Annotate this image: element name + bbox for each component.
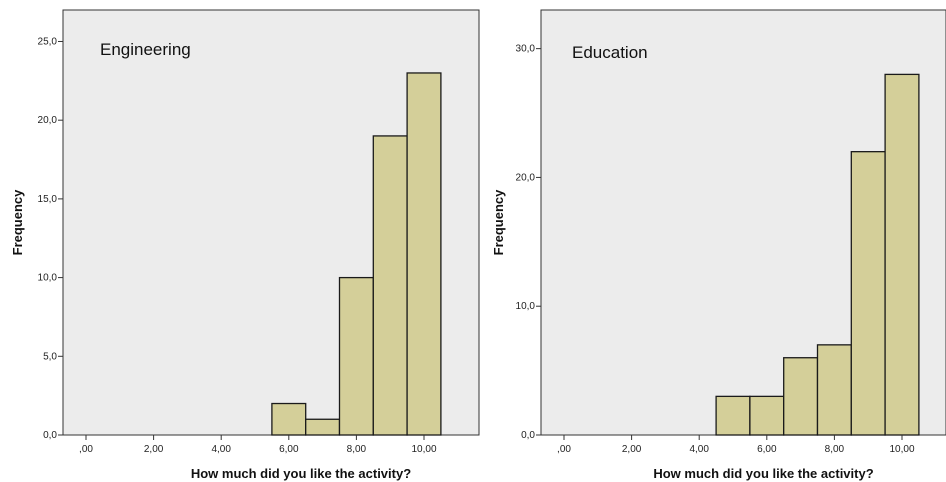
histogram-bar [850, 151, 886, 436]
x-tick-label: 6,00 [279, 444, 299, 455]
histogram-bar [338, 276, 374, 436]
y-tick-label: 25,0 [38, 36, 58, 47]
x-axis-label: How much did you like the activity? [191, 466, 411, 481]
histogram-bar [749, 395, 785, 436]
y-tick-label: 10,0 [516, 301, 536, 312]
y-axis-label: Frequency [10, 189, 25, 256]
histogram-bar [271, 402, 307, 436]
education-histogram: Education 0,0 10,0 20,0 30,0 ,00 2,00 4,00 6,00 8… [491, 9, 946, 481]
engineering-histogram: Engineering 0,0 5,0 10,0 15,0 20,0 25,0 ,00 2,00… [10, 9, 480, 481]
y-tick-label: 20,0 [38, 115, 58, 126]
histogram-bar [783, 357, 819, 436]
histogram-bar [884, 73, 920, 436]
x-axis-label: How much did you like the activity? [653, 466, 873, 481]
y-tick-label: 5,0 [43, 351, 57, 362]
x-tick-label: 6,00 [757, 444, 777, 455]
x-tick-label: ,00 [79, 444, 93, 455]
histogram-bar [715, 395, 751, 436]
x-tick-label: 10,00 [889, 444, 914, 455]
histogram-bar [372, 135, 408, 436]
y-tick-label: 10,0 [38, 273, 58, 284]
y-tick-label: 0,0 [43, 430, 57, 441]
y-axis-label: Frequency [491, 189, 506, 256]
chart-title: Engineering [100, 40, 191, 59]
x-tick-label: 2,00 [622, 444, 642, 455]
histogram-bar [816, 344, 852, 436]
y-tick-label: 0,0 [521, 430, 535, 441]
x-tick-label: 10,00 [411, 444, 436, 455]
histogram-bar [406, 72, 442, 436]
histogram-bar [305, 418, 341, 436]
x-tick-label: 4,00 [689, 444, 709, 455]
x-tick-label: ,00 [557, 444, 571, 455]
y-tick-label: 15,0 [38, 194, 58, 205]
x-tick-label: 2,00 [144, 444, 164, 455]
y-tick-label: 20,0 [516, 172, 536, 183]
chart-title: Education [572, 43, 648, 62]
x-tick-label: 8,00 [347, 444, 367, 455]
x-tick-label: 4,00 [211, 444, 231, 455]
x-tick-label: 8,00 [825, 444, 845, 455]
y-tick-label: 30,0 [516, 44, 536, 55]
